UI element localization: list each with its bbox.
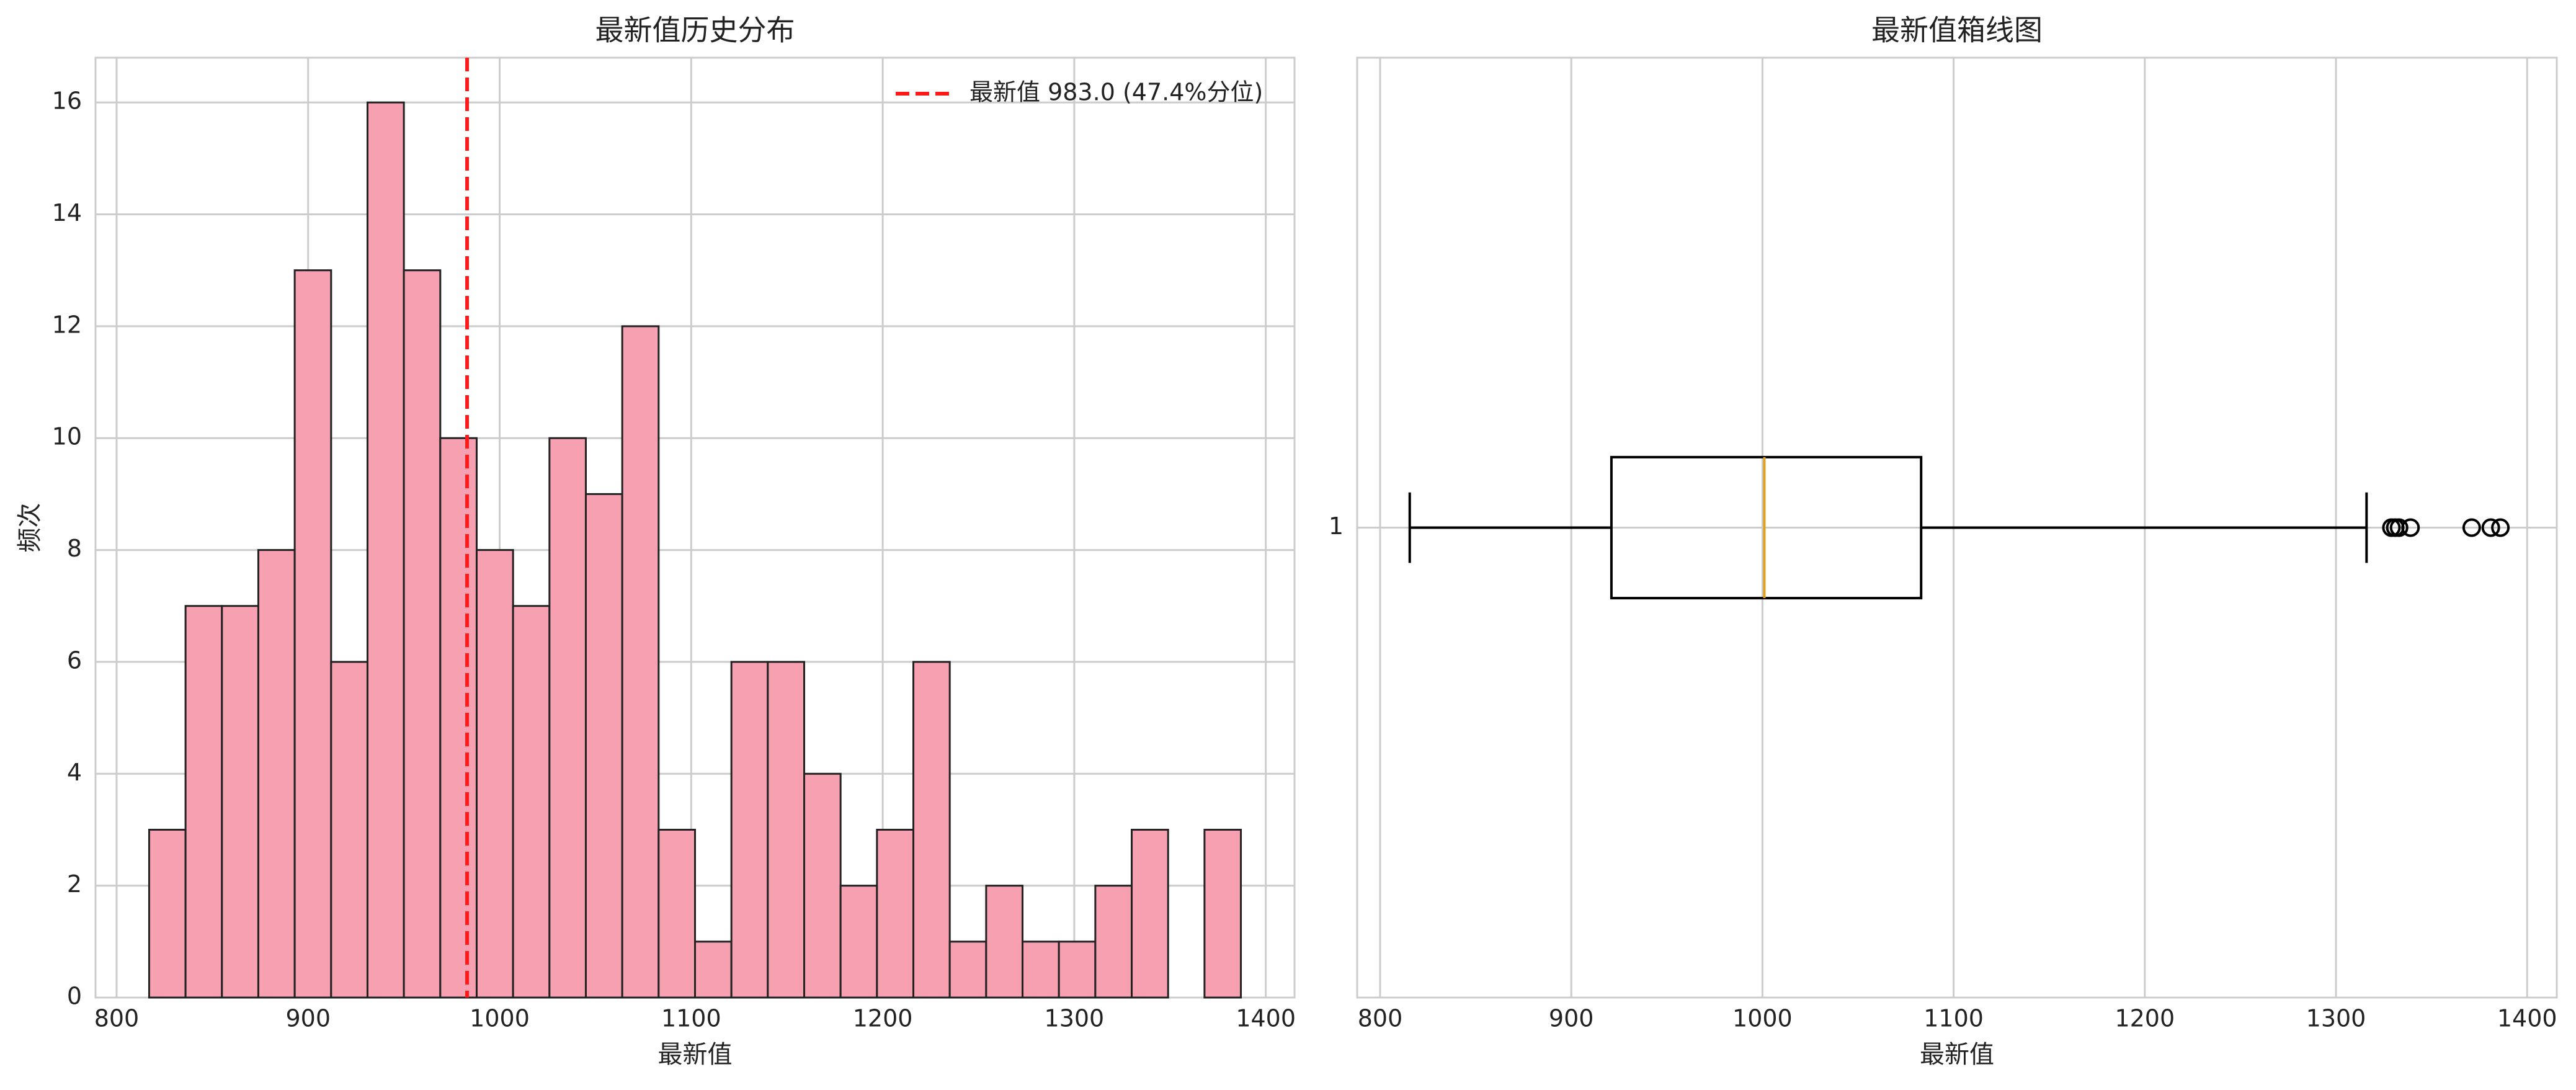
bar: [694, 940, 733, 999]
bar: [803, 772, 842, 999]
y-tick-label: 12: [52, 311, 82, 338]
bar: [330, 661, 368, 999]
y-axis-label: 频次: [16, 503, 44, 553]
x-tick-label: 1000: [1732, 1005, 1793, 1032]
bar: [439, 437, 478, 999]
y-tick-label: 8: [67, 535, 82, 562]
flier: [2389, 518, 2409, 537]
bar: [621, 325, 660, 999]
x-tick-label: 900: [1549, 1005, 1594, 1032]
bar: [657, 828, 697, 999]
x-tick-label: 800: [1358, 1005, 1403, 1032]
bar: [257, 549, 296, 999]
y-tick-label: 2: [67, 870, 82, 898]
x-axis-label: 最新值: [1920, 1040, 1994, 1069]
x-tick-label: 1300: [2306, 1005, 2366, 1032]
bar: [730, 661, 769, 999]
y-tick-label: 1: [1329, 512, 1344, 540]
chart-title: 最新值箱线图: [1871, 14, 2043, 47]
bar: [184, 605, 223, 999]
bar: [148, 828, 187, 999]
bar: [839, 885, 878, 999]
x-tick-label: 800: [94, 1005, 140, 1032]
y-tick-label: 10: [52, 423, 82, 450]
x-tick-label: 1400: [2497, 1005, 2557, 1032]
bar: [1203, 828, 1242, 999]
flier: [2491, 518, 2510, 537]
x-tick-label: 1200: [853, 1005, 913, 1032]
bar: [1022, 940, 1060, 999]
y-tick-label: 6: [67, 646, 82, 674]
x-tick-label: 1200: [2115, 1005, 2175, 1032]
x-axis-label: 最新值: [658, 1040, 733, 1069]
bar: [403, 269, 442, 999]
flier: [2481, 518, 2500, 537]
bar: [366, 101, 405, 999]
x-tick-label: 900: [285, 1005, 331, 1032]
y-tick-label: 4: [67, 759, 82, 786]
x-tick-label: 1300: [1045, 1005, 1105, 1032]
y-tick-label: 16: [52, 87, 82, 115]
x-tick-label: 1100: [1923, 1005, 1984, 1032]
x-tick-label: 1100: [661, 1005, 721, 1032]
flier: [2462, 518, 2481, 537]
flier: [2401, 518, 2420, 537]
bar: [1131, 828, 1169, 999]
bar: [512, 605, 551, 999]
bar: [1094, 885, 1133, 999]
box: [1610, 455, 1923, 600]
bar: [584, 493, 623, 999]
bar: [221, 605, 259, 999]
bar: [985, 885, 1024, 999]
bar: [293, 269, 332, 999]
x-tick-label: 1000: [470, 1005, 530, 1032]
y-tick-label: 14: [52, 199, 82, 226]
y-tick-label: 0: [67, 983, 82, 1010]
bar: [1058, 940, 1097, 999]
bar: [548, 437, 587, 999]
bar: [767, 661, 806, 999]
chart-title: 最新值历史分布: [595, 14, 795, 47]
bar: [912, 661, 951, 999]
x-tick-label: 1400: [1236, 1005, 1296, 1032]
legend-label: 最新值 983.0 (47.4%分位): [969, 79, 1263, 106]
bar: [948, 940, 987, 999]
bar: [475, 549, 514, 999]
bar: [876, 828, 915, 999]
